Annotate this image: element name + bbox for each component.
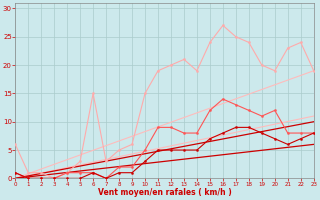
X-axis label: Vent moyen/en rafales ( km/h ): Vent moyen/en rafales ( km/h ) bbox=[98, 188, 231, 197]
